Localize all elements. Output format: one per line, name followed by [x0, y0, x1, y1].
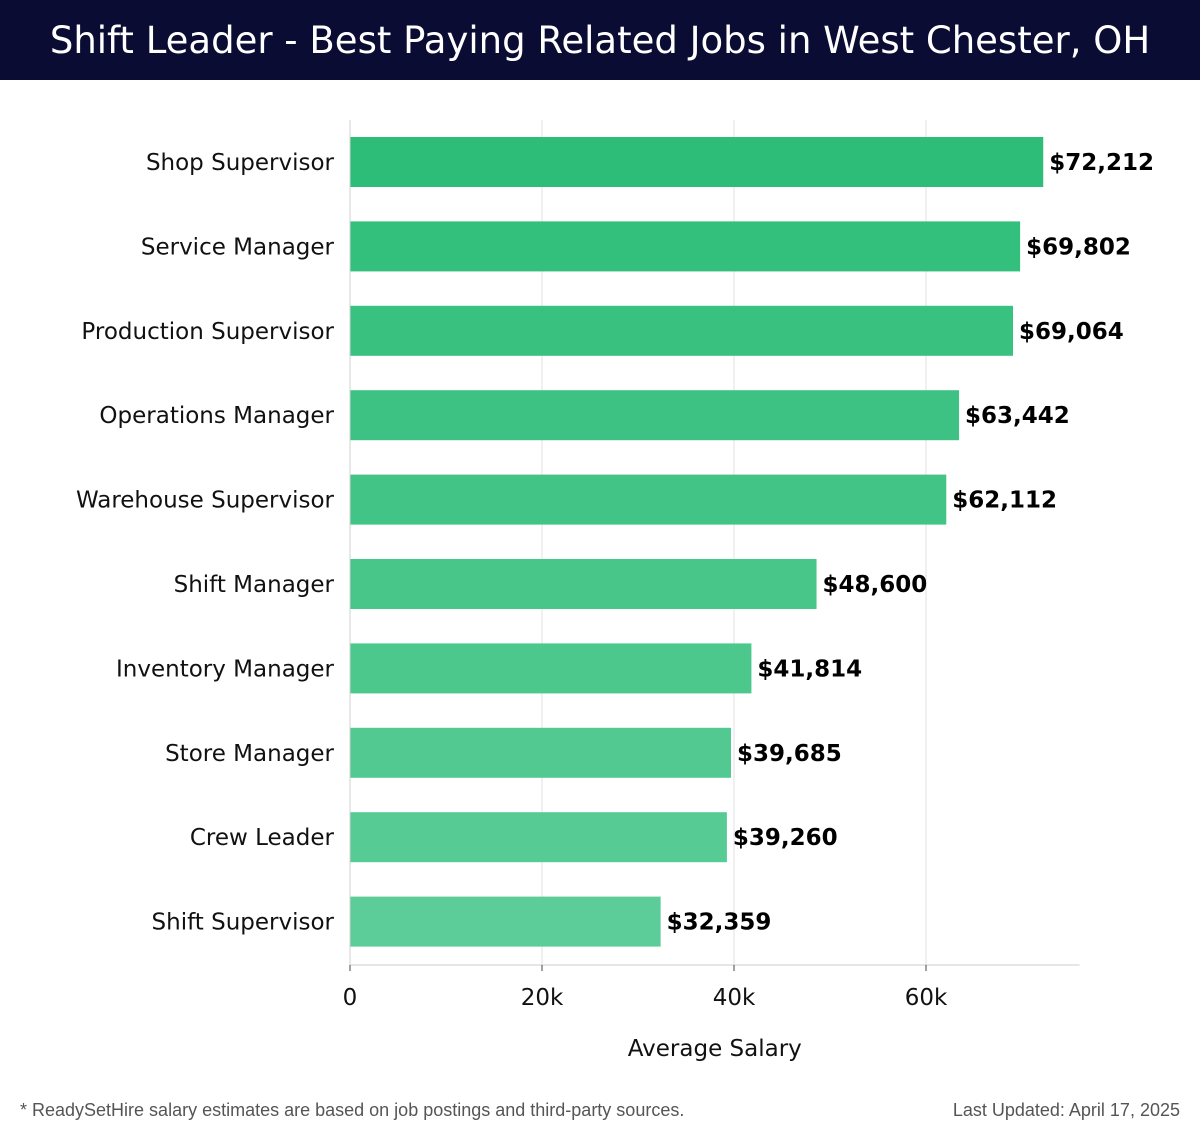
value-label: $39,685 [737, 741, 842, 767]
value-label: $39,260 [733, 825, 838, 851]
bar [350, 896, 661, 947]
category-label: Shop Supervisor [146, 150, 335, 176]
value-label: $41,814 [757, 656, 862, 682]
category-label: Shift Supervisor [152, 910, 335, 936]
bar [350, 474, 947, 525]
category-label: Operations Manager [99, 403, 334, 429]
category-label: Shift Manager [174, 572, 335, 598]
chart-title: Shift Leader - Best Paying Related Jobs … [49, 18, 1151, 62]
value-label: $72,212 [1049, 150, 1154, 176]
value-label: $32,359 [667, 910, 772, 936]
bar [350, 559, 817, 609]
bar [350, 305, 1014, 356]
value-label: $69,064 [1019, 319, 1124, 345]
bar [350, 643, 752, 694]
category-label: Service Manager [141, 234, 335, 260]
x-tick-label: 0 [343, 985, 358, 1011]
bar [350, 221, 1021, 272]
category-label: Warehouse Supervisor [76, 488, 335, 514]
last-updated: Last Updated: April 17, 2025 [952, 1100, 1180, 1120]
bar-chart: Shop Supervisor $72,212 Service Manager $69… [76, 120, 1154, 1062]
bar [350, 727, 731, 778]
footer-note: * ReadySetHire salary estimates are base… [20, 1100, 685, 1120]
x-tick-label: 40k [713, 985, 756, 1011]
bar [350, 137, 1044, 187]
value-label: $48,600 [823, 572, 928, 598]
value-label: $69,802 [1026, 234, 1131, 260]
category-label: Inventory Manager [116, 656, 335, 682]
category-label: Crew Leader [190, 825, 335, 851]
bar [350, 812, 727, 863]
title-bar: Shift Leader - Best Paying Related Jobs … [0, 0, 1200, 80]
value-label: $62,112 [952, 488, 1057, 514]
x-tick-label: 20k [521, 985, 564, 1011]
x-tick-label: 60k [905, 985, 948, 1011]
x-axis-title: Average Salary [628, 1036, 802, 1062]
value-label: $63,442 [965, 403, 1070, 429]
bar [350, 390, 960, 441]
category-label: Store Manager [165, 741, 334, 767]
category-label: Production Supervisor [81, 319, 334, 345]
